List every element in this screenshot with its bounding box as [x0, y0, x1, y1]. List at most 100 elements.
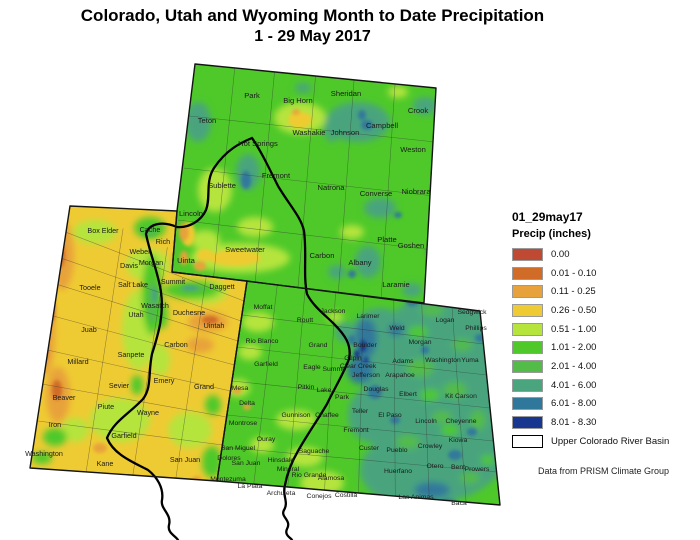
- county-label-kane: Kane: [97, 459, 114, 468]
- map-title: Colorado, Utah and Wyoming Month to Date…: [0, 6, 625, 46]
- county-label-sanpete: Sanpete: [118, 350, 145, 359]
- county-boundary-line: [53, 315, 235, 366]
- county-label-gilpin: Gilpin: [344, 355, 362, 362]
- legend-color-swatch: [512, 303, 543, 317]
- legend-class-label: 6.01 - 8.00: [551, 398, 597, 410]
- county-label-grand: Grand: [309, 342, 328, 349]
- county-label-campbell: Campbell: [366, 121, 398, 130]
- county-label-huerfano: Huerfano: [384, 468, 412, 475]
- precip-raster-colorado: [217, 281, 500, 505]
- county-labels: Park Big Horn Sheridan Crook Teton Hot Spring…: [25, 89, 490, 507]
- county-label-logan: Logan: [436, 317, 455, 324]
- county-label-beaver: Beaver: [53, 393, 76, 402]
- county-label-phillips: Phillips: [465, 325, 487, 332]
- county-boundary-line: [183, 167, 431, 196]
- county-label-sweetwater: Sweetwater: [225, 245, 265, 254]
- county-label-prowers: Prowers: [465, 466, 491, 473]
- county-label-hot-springs: Hot Springs: [238, 139, 278, 148]
- upper-colorado-river-basin-boundary: [105, 136, 351, 540]
- county-boundary-line: [237, 346, 487, 376]
- county-label-morgan: Morgan: [139, 258, 163, 267]
- county-label-el-paso: El Paso: [378, 412, 402, 419]
- county-label-lake: Lake: [317, 387, 332, 394]
- legend-class-list: 0.00 0.01 - 0.10 0.11 - 0.25 0.26 - 0.50 0.5…: [512, 245, 698, 432]
- county-label-albany: Albany: [348, 258, 371, 267]
- county-boundary-line: [222, 446, 497, 473]
- county-label-crook: Crook: [408, 106, 428, 115]
- county-boundary-line: [37, 420, 223, 446]
- county-label-juab: Juab: [81, 325, 97, 334]
- legend-class-label: 0.01 - 0.10: [551, 267, 597, 279]
- legend-class-label: 0.11 - 0.25: [551, 286, 596, 298]
- county-label-boulder: Boulder: [353, 342, 377, 349]
- legend-class-row: 2.01 - 4.00: [512, 357, 698, 376]
- county-boundary-line: [57, 284, 239, 342]
- county-boundary-line: [47, 349, 231, 392]
- county-label-delta: Delta: [239, 400, 255, 407]
- legend-color-swatch: [512, 359, 543, 373]
- county-label-clear-creek: Clear Creek: [340, 363, 377, 370]
- legend-class-row: 0.00: [512, 245, 698, 264]
- county-label-san-juan: San Juan: [232, 460, 261, 467]
- county-label-sedgwick: Sedgwick: [457, 309, 487, 316]
- county-label-arapahoe: Arapahoe: [385, 372, 415, 379]
- county-label-rio-grande: Rio Grande: [292, 472, 327, 479]
- county-label-teller: Teller: [352, 408, 369, 415]
- county-label-jackson: Jackson: [321, 308, 346, 315]
- county-label-goshen: Goshen: [398, 241, 425, 250]
- county-label-elbert: Elbert: [399, 391, 417, 398]
- county-label-rich: Rich: [156, 237, 170, 246]
- legend-class-row: 1.01 - 2.00: [512, 338, 698, 357]
- county-label-washington: Washington: [25, 449, 63, 458]
- county-label-eagle: Eagle: [303, 364, 321, 371]
- county-label-converse: Converse: [360, 189, 393, 198]
- county-label-millard: Millard: [67, 357, 88, 366]
- county-boundary-line: [175, 264, 209, 479]
- map-title-line1: Colorado, Utah and Wyoming Month to Date…: [80, 6, 545, 25]
- county-boundary-line: [85, 228, 124, 472]
- county-label-routt: Routt: [297, 317, 313, 324]
- county-label-washakie: Washakie: [292, 128, 325, 137]
- county-label-cache: Cache: [140, 225, 161, 234]
- legend-color-swatch: [512, 285, 543, 299]
- county-label-teton: Teton: [198, 116, 217, 125]
- county-label-summit: Summit: [322, 366, 345, 373]
- county-label-sheridan: Sheridan: [331, 89, 361, 98]
- county-label-lincoln: Lincoln: [415, 418, 437, 425]
- county-label-conejos: Conejos: [307, 493, 333, 500]
- county-label-la-plata: La Plata: [238, 483, 263, 490]
- county-label-pueblo: Pueblo: [386, 447, 407, 454]
- county-label-san-juan: San Juan: [170, 455, 200, 464]
- attribution-text: Data from PRISM Climate Group: [538, 465, 670, 476]
- county-label-adams: Adams: [392, 358, 414, 365]
- county-label-wayne: Wayne: [137, 408, 159, 417]
- county-label-park: Park: [335, 394, 350, 401]
- legend-class-row: 6.01 - 8.00: [512, 395, 698, 414]
- county-label-utah: Utah: [128, 310, 143, 319]
- legend-color-swatch: [512, 322, 543, 336]
- county-label-douglas: Douglas: [364, 386, 390, 393]
- county-label-rio-blanco: Rio Blanco: [246, 338, 279, 345]
- legend-class-label: 0.26 - 0.50: [551, 304, 597, 316]
- map-title-line2: 1 - 29 May 2017: [254, 27, 371, 45]
- legend-color-swatch: [512, 341, 543, 355]
- legend-class-label: 4.01 - 6.00: [551, 379, 597, 391]
- county-label-davis: Davis: [120, 261, 138, 270]
- county-label-piute: Piute: [98, 402, 114, 411]
- county-label-uinta: Uinta: [177, 256, 196, 265]
- legend-color-swatch: [512, 266, 543, 280]
- county-label-park: Park: [244, 91, 260, 100]
- county-label-san-miguel: San Miguel: [221, 445, 255, 452]
- county-label-washington: Washington: [425, 357, 461, 364]
- county-label-baca: Baca: [451, 500, 467, 507]
- county-label-hinsdale: Hinsdale: [268, 457, 295, 464]
- legend-color-swatch: [512, 247, 543, 261]
- legend-units-label: Precip (inches): [512, 228, 591, 240]
- legend-class-label: 0.51 - 1.00: [551, 323, 597, 335]
- basin-outline-swatch: [512, 434, 543, 448]
- county-label-duchesne: Duchesne: [173, 308, 205, 317]
- county-label-alamosa: Alamosa: [318, 475, 345, 482]
- county-label-carbon: Carbon: [164, 340, 188, 349]
- county-label-uintah: Uintah: [204, 321, 225, 330]
